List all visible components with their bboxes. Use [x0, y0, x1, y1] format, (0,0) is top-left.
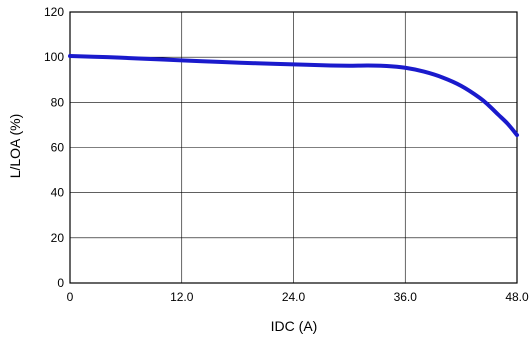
x-tick-label: 0 [67, 290, 74, 304]
x-tick-label: 24.0 [282, 290, 306, 304]
x-axis-ticks: 0 12.0 24.0 36.0 48.0 [67, 290, 529, 304]
plot-area-frame [69, 11, 518, 284]
y-tick-label: 120 [44, 5, 64, 19]
y-tick-label: 60 [51, 141, 65, 155]
x-axis-title: IDC (A) [271, 318, 318, 334]
grid [69, 11, 518, 284]
series-layer [68, 54, 519, 138]
y-tick-label: 100 [44, 50, 64, 64]
y-tick-label: 80 [51, 95, 65, 109]
x-tick-label: 36.0 [394, 290, 418, 304]
x-tick-label: 48.0 [505, 290, 529, 304]
x-tick-label: 12.0 [170, 290, 194, 304]
y-tick-label: 20 [51, 231, 65, 245]
y-tick-label: 40 [51, 186, 65, 200]
y-axis-ticks: 0 20 40 60 80 100 120 [44, 5, 64, 290]
y-axis-title: L/LOA (%) [7, 114, 23, 179]
series-line [68, 54, 519, 138]
y-tick-label: 0 [57, 276, 64, 290]
